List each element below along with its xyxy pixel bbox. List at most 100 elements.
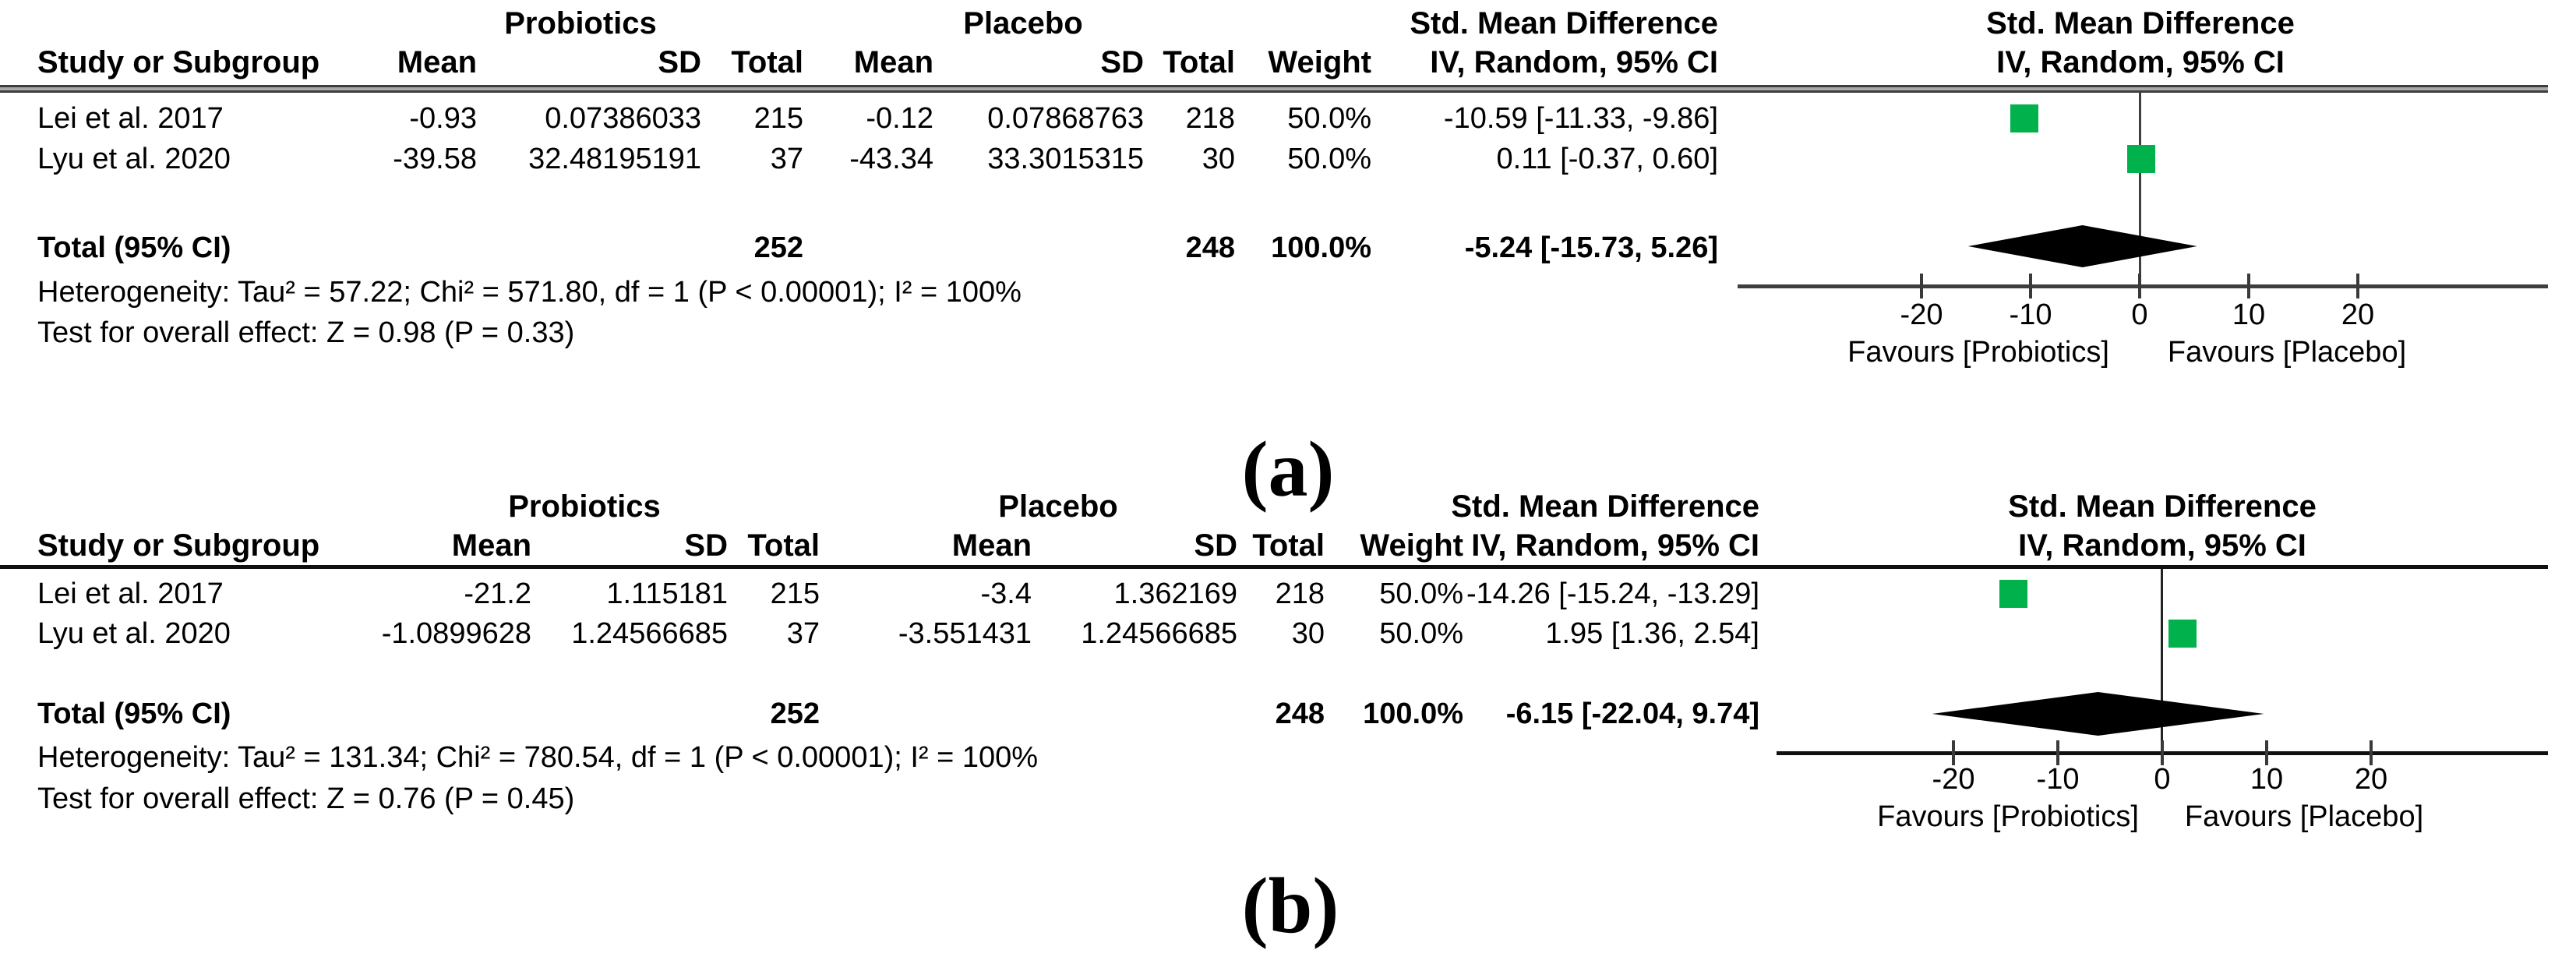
- favours-left-label: Favours [Probiotics]: [1847, 336, 2109, 369]
- axis-tick-label: 20: [2341, 298, 2375, 331]
- col-g2-total: Total: [1163, 45, 1235, 79]
- zero-line: [2161, 569, 2163, 753]
- study-name: Lei et al. 2017: [37, 577, 224, 610]
- axis-tick: [2370, 740, 2373, 765]
- axis-tick: [1920, 274, 1923, 298]
- group2-header: Placebo: [963, 6, 1083, 41]
- study-marker: [2010, 104, 2038, 132]
- col-g1-sd: SD: [684, 528, 728, 563]
- axis-tick-label: 10: [2250, 763, 2284, 796]
- col-g2-total: Total: [1252, 528, 1325, 563]
- panel-b-caption: (b): [1241, 862, 1339, 950]
- col-study: Study or Subgroup: [37, 528, 320, 563]
- study-name: Lei et al. 2017: [37, 102, 224, 135]
- axis-tick-label: -10: [2036, 763, 2080, 796]
- total-smd-ci: -6.15 [-22.04, 9.74]: [1505, 697, 1759, 730]
- g2-mean: -3.4: [980, 577, 1032, 610]
- study-name: Lyu et al. 2020: [37, 617, 231, 650]
- total-weight: 100.0%: [1271, 231, 1371, 264]
- g1-mean: -1.0899628: [381, 617, 531, 650]
- axis-tick-label: 20: [2354, 763, 2388, 796]
- total-g1: 252: [753, 231, 803, 264]
- total-label: Total (95% CI): [37, 697, 231, 730]
- forest-panel-b: Probiotics Placebo Std. Mean Difference …: [0, 479, 2576, 957]
- axis-tick: [2056, 740, 2059, 765]
- col-g2-sd: SD: [1194, 528, 1237, 563]
- favours-right-label: Favours [Placebo]: [2184, 800, 2424, 833]
- panel-a-caption: (a): [1241, 426, 1335, 514]
- group1-header: Probiotics: [504, 6, 657, 41]
- row-smd-ci: 0.11 [-0.37, 0.60]: [1496, 143, 1719, 175]
- g1-mean: -39.58: [393, 143, 477, 175]
- total-weight: 100.0%: [1363, 697, 1463, 730]
- g1-sd: 0.07386033: [545, 102, 701, 135]
- col-effect-sub: IV, Random, 95% CI: [1430, 45, 1718, 79]
- row-weight: 50.0%: [1379, 617, 1463, 650]
- axis-tick: [2029, 274, 2032, 298]
- group1-header: Probiotics: [508, 489, 661, 524]
- col-g1-mean: Mean: [451, 528, 531, 563]
- plot-effect-header: Std. Mean Difference: [1986, 6, 2295, 41]
- g2-total: 218: [1185, 102, 1235, 135]
- g2-mean: -43.34: [849, 143, 933, 175]
- g1-total: 215: [770, 577, 820, 610]
- total-smd-ci: -5.24 [-15.73, 5.26]: [1464, 231, 1718, 264]
- g1-mean: -21.2: [464, 577, 531, 610]
- g1-total: 37: [786, 617, 820, 650]
- g1-total: 37: [770, 143, 803, 175]
- effect-header: Std. Mean Difference: [1410, 6, 1718, 41]
- col-weight: Weight: [1360, 528, 1463, 563]
- col-g1-mean: Mean: [397, 45, 477, 79]
- overall-effect-line: Test for overall effect: Z = 0.76 (P = 0…: [37, 782, 575, 815]
- axis-tick: [2356, 274, 2359, 298]
- g1-sd: 1.115181: [606, 577, 728, 610]
- axis-tick-label: 0: [2154, 763, 2171, 796]
- heterogeneity-line: Heterogeneity: Tau² = 131.34; Chi² = 780…: [37, 741, 1039, 774]
- plot-effect-sub: IV, Random, 95% CI: [1996, 45, 2285, 79]
- g2-total: 218: [1275, 577, 1325, 610]
- row-weight: 50.0%: [1287, 102, 1371, 135]
- study-name: Lyu et al. 2020: [37, 143, 231, 175]
- plot-effect-sub: IV, Random, 95% CI: [2018, 528, 2306, 563]
- g2-mean: -0.12: [866, 102, 933, 135]
- col-study: Study or Subgroup: [37, 45, 320, 79]
- col-effect-sub: IV, Random, 95% CI: [1471, 528, 1759, 563]
- study-marker: [1999, 580, 2027, 608]
- study-marker: [2168, 620, 2197, 648]
- x-axis: [1738, 284, 2548, 288]
- axis-tick-label: -20: [1900, 298, 1943, 331]
- axis-tick-label: 0: [2131, 298, 2148, 331]
- overall-effect-line: Test for overall effect: Z = 0.98 (P = 0…: [37, 316, 575, 349]
- total-g1: 252: [770, 697, 820, 730]
- forest-plot-area-b: -20 -10 0 10 20: [0, 479, 2576, 957]
- g1-total: 215: [753, 102, 803, 135]
- col-g1-total: Total: [731, 45, 803, 79]
- g2-sd: 1.24566685: [1081, 617, 1237, 650]
- axis-tick: [2161, 740, 2164, 765]
- forest-panel-a: Probiotics Placebo Std. Mean Difference …: [0, 0, 2576, 436]
- g1-mean: -0.93: [409, 102, 477, 135]
- total-diamond: [1967, 225, 2197, 267]
- axis-tick: [2265, 740, 2268, 765]
- total-label: Total (95% CI): [37, 231, 231, 264]
- g2-sd: 33.3015315: [987, 143, 1144, 175]
- favours-right-label: Favours [Placebo]: [2167, 336, 2407, 369]
- g1-sd: 32.48195191: [528, 143, 701, 175]
- g2-sd: 1.362169: [1113, 577, 1238, 610]
- axis-tick-label: -10: [2009, 298, 2052, 331]
- g2-mean: -3.551431: [898, 617, 1032, 650]
- row-weight: 50.0%: [1287, 143, 1371, 175]
- axis-tick: [1952, 740, 1955, 765]
- row-weight: 50.0%: [1379, 577, 1463, 610]
- axis-tick: [2138, 274, 2141, 298]
- col-g2-mean: Mean: [853, 45, 933, 79]
- col-g2-mean: Mean: [951, 528, 1032, 563]
- header-rule: [0, 565, 2548, 569]
- header-rule: [0, 85, 2548, 93]
- row-smd-ci: -14.26 [-15.24, -13.29]: [1466, 577, 1759, 610]
- g2-total: 30: [1291, 617, 1325, 650]
- row-smd-ci: 1.95 [1.36, 2.54]: [1545, 617, 1759, 650]
- col-g1-total: Total: [747, 528, 820, 563]
- study-marker: [2126, 145, 2155, 173]
